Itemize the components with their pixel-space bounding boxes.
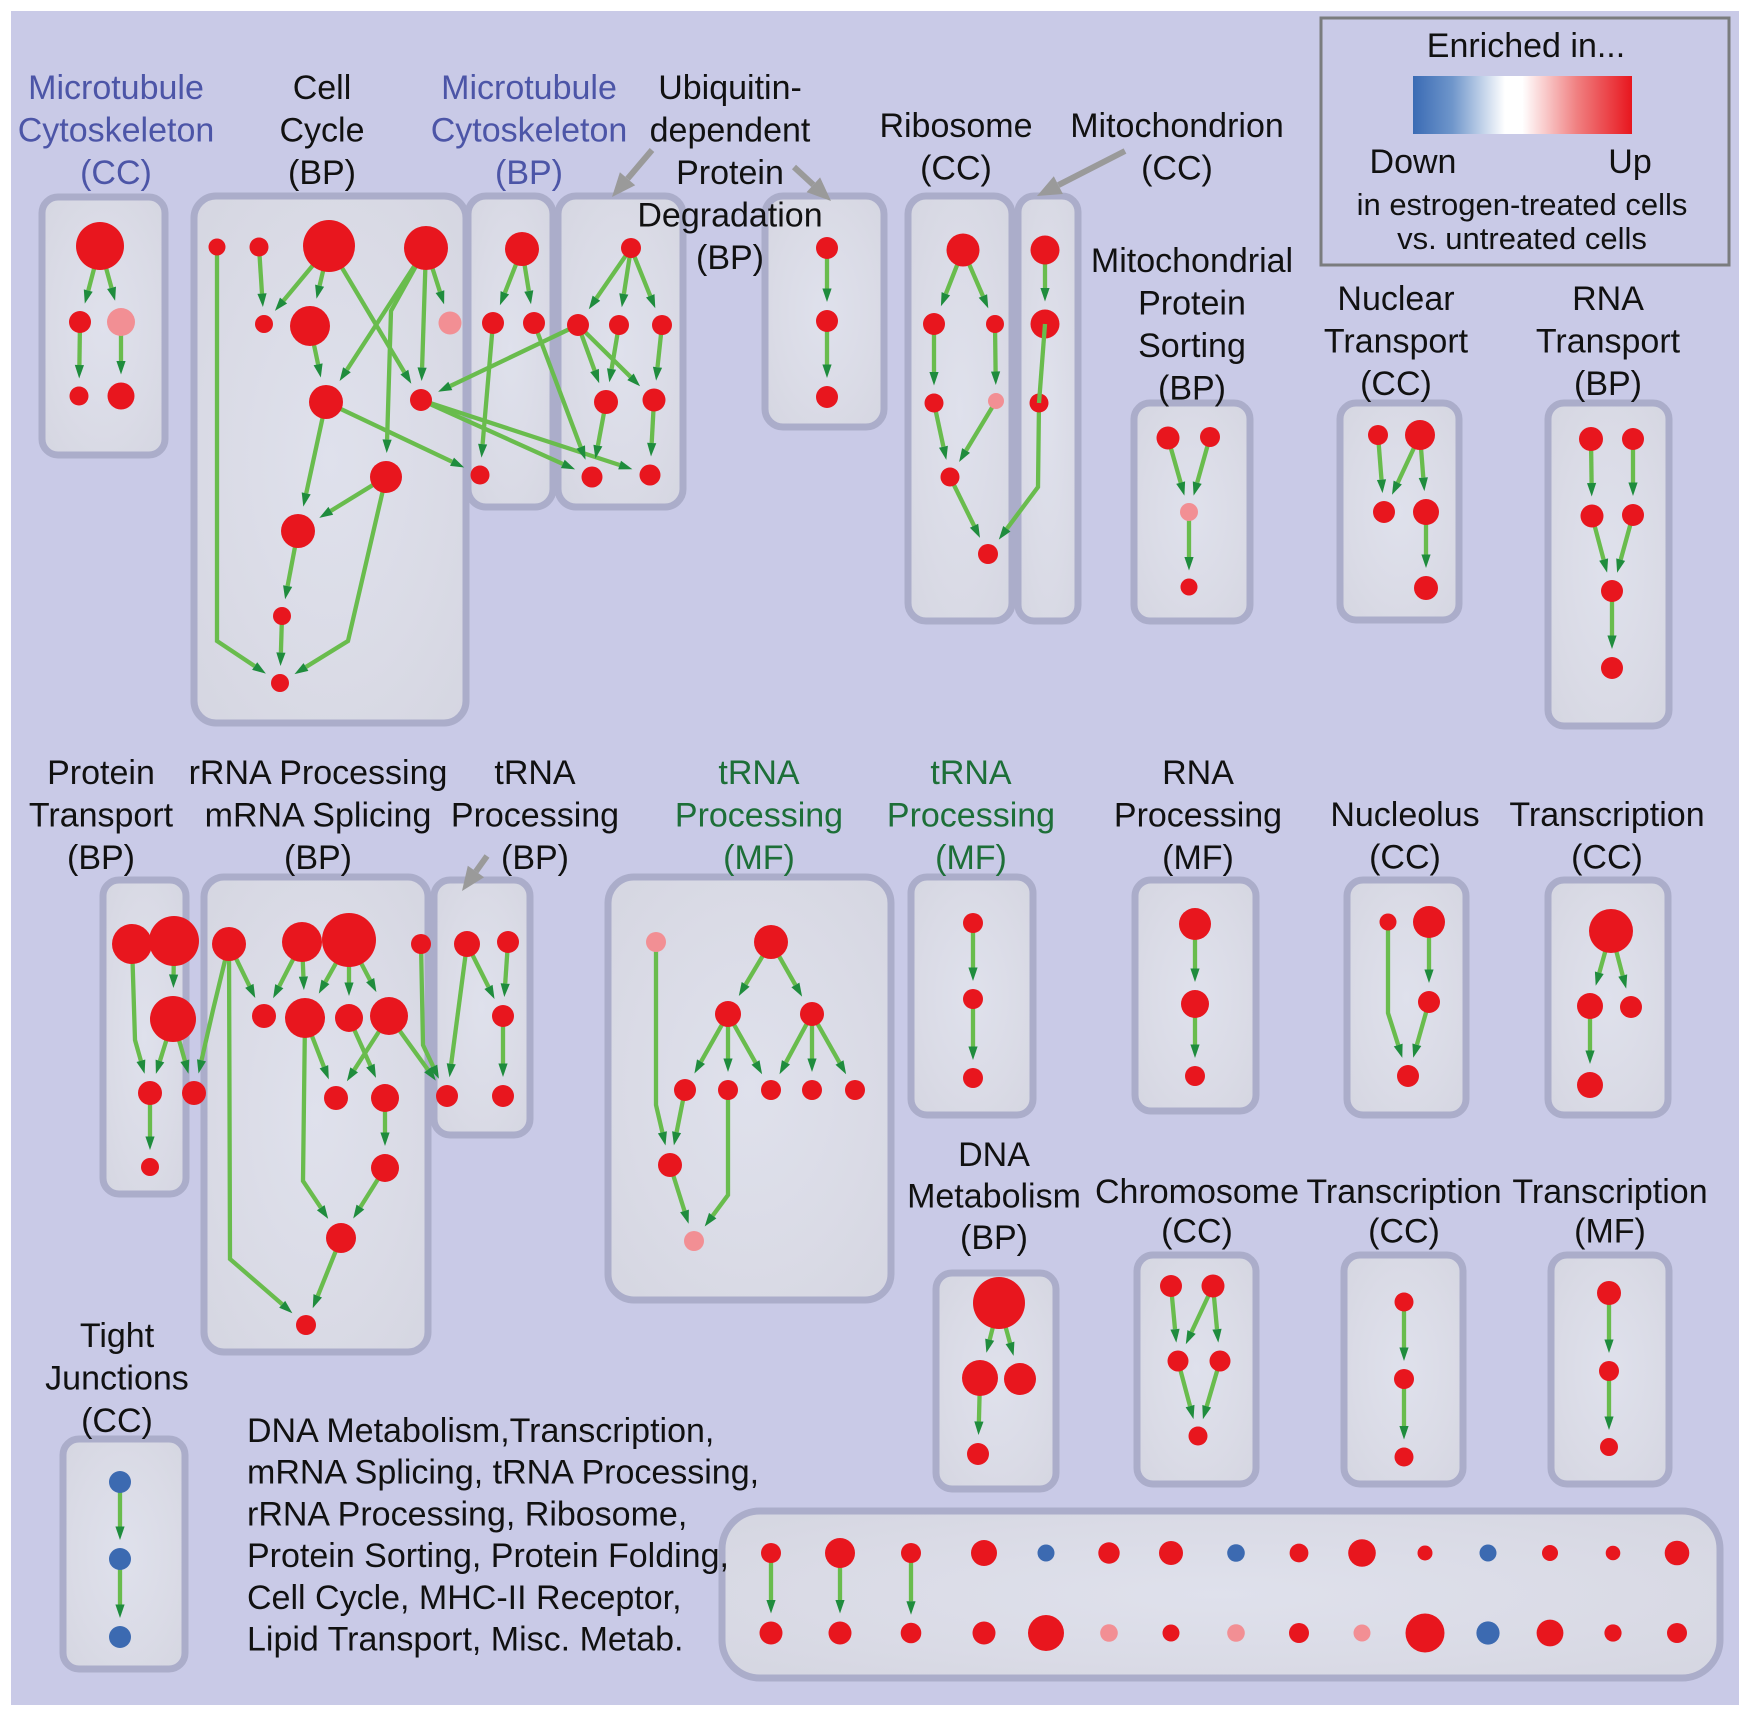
svg-text:Transcription: Transcription xyxy=(1306,1173,1501,1211)
svg-text:Cell: Cell xyxy=(293,69,352,107)
svg-text:(BP): (BP) xyxy=(1574,365,1642,403)
svg-text:(MF): (MF) xyxy=(1162,839,1234,877)
svg-text:Cycle: Cycle xyxy=(279,112,364,150)
svg-text:(MF): (MF) xyxy=(935,839,1007,877)
svg-text:Transport: Transport xyxy=(1536,323,1681,361)
svg-text:(BP): (BP) xyxy=(696,239,764,277)
svg-text:mRNA Splicing, tRNA Processing: mRNA Splicing, tRNA Processing, xyxy=(247,1454,759,1492)
svg-text:(BP): (BP) xyxy=(284,839,352,877)
svg-text:(CC): (CC) xyxy=(1368,1213,1440,1251)
svg-text:tRNA: tRNA xyxy=(930,754,1012,792)
svg-text:Protein: Protein xyxy=(1138,285,1246,323)
svg-text:Transport: Transport xyxy=(29,797,174,835)
svg-text:RNA: RNA xyxy=(1572,280,1644,318)
svg-text:Processing: Processing xyxy=(451,797,619,835)
svg-text:(BP): (BP) xyxy=(960,1219,1028,1257)
svg-text:Junctions: Junctions xyxy=(45,1360,189,1398)
svg-text:(CC): (CC) xyxy=(1360,365,1432,403)
svg-text:tRNA: tRNA xyxy=(718,754,800,792)
svg-text:Mitochondrial: Mitochondrial xyxy=(1091,242,1293,280)
svg-text:Processing: Processing xyxy=(675,797,843,835)
svg-text:Mitochondrion: Mitochondrion xyxy=(1070,107,1284,145)
svg-text:(CC): (CC) xyxy=(81,1402,153,1440)
svg-text:Protein: Protein xyxy=(47,754,155,792)
svg-text:Lipid Transport, Misc. Metab.: Lipid Transport, Misc. Metab. xyxy=(247,1621,684,1659)
svg-text:Nucleolus: Nucleolus xyxy=(1330,796,1479,834)
svg-text:(BP): (BP) xyxy=(501,839,569,877)
svg-text:Processing: Processing xyxy=(1114,797,1282,835)
svg-text:(CC): (CC) xyxy=(1161,1213,1233,1251)
svg-text:Degradation: Degradation xyxy=(637,197,822,235)
svg-text:mRNA Splicing: mRNA Splicing xyxy=(205,797,432,835)
svg-text:DNA: DNA xyxy=(958,1136,1030,1174)
svg-text:(MF): (MF) xyxy=(1574,1213,1646,1251)
svg-text:(CC): (CC) xyxy=(1369,839,1441,877)
svg-text:Cell Cycle, MHC-II Receptor,: Cell Cycle, MHC-II Receptor, xyxy=(247,1579,682,1617)
svg-text:(BP): (BP) xyxy=(1158,370,1226,408)
svg-text:Protein Sorting, Protein Foldi: Protein Sorting, Protein Folding, xyxy=(247,1537,729,1575)
svg-text:Transcription: Transcription xyxy=(1509,796,1704,834)
svg-text:(CC): (CC) xyxy=(80,154,152,192)
svg-text:(BP): (BP) xyxy=(67,839,135,877)
svg-text:Tight: Tight xyxy=(80,1317,155,1355)
svg-text:rRNA Processing, Ribosome,: rRNA Processing, Ribosome, xyxy=(247,1495,687,1533)
svg-text:Ubiquitin-: Ubiquitin- xyxy=(658,69,802,107)
svg-text:Microtubule: Microtubule xyxy=(28,69,204,107)
svg-text:Cytoskeleton: Cytoskeleton xyxy=(431,112,628,150)
svg-text:tRNA: tRNA xyxy=(494,754,576,792)
svg-text:Ribosome: Ribosome xyxy=(879,107,1032,145)
svg-text:dependent: dependent xyxy=(650,112,811,150)
svg-text:Protein: Protein xyxy=(676,154,784,192)
svg-text:Transcription: Transcription xyxy=(1512,1173,1707,1211)
svg-text:Up: Up xyxy=(1608,143,1651,181)
svg-text:Enriched in...: Enriched in... xyxy=(1427,27,1625,65)
svg-text:rRNA Processing: rRNA Processing xyxy=(189,754,448,792)
svg-text:RNA: RNA xyxy=(1162,754,1234,792)
svg-text:Microtubule: Microtubule xyxy=(441,69,617,107)
svg-text:Metabolism: Metabolism xyxy=(907,1178,1081,1216)
svg-text:(CC): (CC) xyxy=(1141,150,1213,188)
svg-text:(BP): (BP) xyxy=(288,154,356,192)
svg-text:Transport: Transport xyxy=(1324,323,1469,361)
svg-text:(CC): (CC) xyxy=(1571,839,1643,877)
svg-text:Cytoskeleton: Cytoskeleton xyxy=(18,112,215,150)
svg-text:(MF): (MF) xyxy=(723,839,795,877)
svg-text:DNA Metabolism,Transcription,: DNA Metabolism,Transcription, xyxy=(247,1412,714,1450)
svg-text:Sorting: Sorting xyxy=(1138,327,1246,365)
svg-text:Processing: Processing xyxy=(887,797,1055,835)
svg-text:Down: Down xyxy=(1370,143,1457,181)
svg-text:in estrogen-treated cells: in estrogen-treated cells xyxy=(1357,187,1688,222)
svg-text:(BP): (BP) xyxy=(495,154,563,192)
svg-text:Chromosome: Chromosome xyxy=(1095,1173,1299,1211)
svg-text:(CC): (CC) xyxy=(920,150,992,188)
svg-text:Nuclear: Nuclear xyxy=(1337,280,1454,318)
svg-text:vs. untreated cells: vs. untreated cells xyxy=(1397,221,1647,256)
